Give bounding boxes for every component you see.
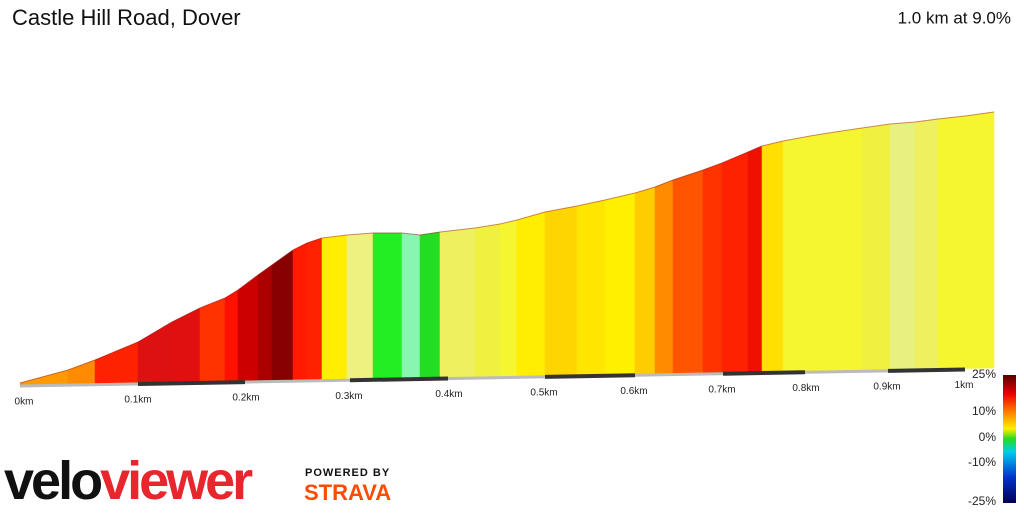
legend-label: -25% <box>968 494 996 508</box>
elevation-profile <box>19 111 995 388</box>
distance-label: 0.3km <box>335 391 362 402</box>
profile-segment <box>782 135 811 372</box>
profile-segment <box>634 186 656 375</box>
profile-segment <box>224 289 239 382</box>
logo-velo: velo <box>4 451 101 511</box>
gradient-scale <box>1003 375 1016 503</box>
distance-label: 0.7km <box>708 384 735 395</box>
profile-segment <box>761 140 784 373</box>
profile-segment <box>964 111 995 369</box>
distance-label: 0.2km <box>232 393 259 404</box>
profile-segment <box>702 162 723 374</box>
road-section <box>349 376 449 383</box>
profile-segment <box>937 115 966 370</box>
distance-label: 0.6km <box>620 386 647 397</box>
road-section <box>137 380 246 386</box>
profile-segment <box>516 211 546 377</box>
profile-segment <box>257 264 273 382</box>
profile-segment <box>171 307 201 383</box>
profile-segment <box>861 123 891 371</box>
distance-axis: 0km 0.1km 0.2km 0.3km 0.4km 0.5km 0.6km 0.7km 0.… <box>15 380 974 407</box>
profile-segment <box>94 341 139 384</box>
profile-segment <box>672 169 704 374</box>
logo: veloviewer POWERED BY STRAVA <box>4 451 391 511</box>
profile-segment <box>721 151 749 374</box>
legend-label: -10% <box>968 455 996 469</box>
profile-segment <box>137 321 173 384</box>
distance-label: 0.9km <box>873 382 900 393</box>
distance-label: 0.8km <box>792 383 819 394</box>
profile-segment <box>439 227 476 378</box>
profile-segment <box>67 359 96 385</box>
strava: STRAVA <box>304 480 391 505</box>
profile-segment <box>237 274 259 382</box>
distance-label: 0km <box>15 397 34 408</box>
profile-segment <box>604 192 636 376</box>
profile-segment <box>271 249 294 381</box>
profile-segment <box>834 127 863 372</box>
profile-segment <box>321 234 348 380</box>
profile-segment <box>809 131 836 372</box>
profile-segment <box>346 232 374 380</box>
profile-segment <box>889 121 916 371</box>
profile-segment <box>306 237 323 381</box>
distance-label: 1km <box>955 380 974 391</box>
profile-segment <box>499 219 518 377</box>
distance-label: 0.1km <box>124 395 151 406</box>
profile-segment <box>576 199 606 376</box>
profile-segment <box>654 179 674 375</box>
gradient-legend: 25% 10% 0% -10% -25% <box>968 367 996 508</box>
profile-segment <box>401 232 421 379</box>
profile-segment <box>544 205 578 377</box>
road-section <box>544 373 636 379</box>
profile-segment <box>419 231 441 379</box>
logo-viewer: viewer <box>100 451 253 511</box>
road-section <box>887 367 966 373</box>
distance-label: 0.4km <box>435 389 462 400</box>
profile-segment <box>292 242 308 381</box>
powered-by: POWERED BY <box>305 467 390 479</box>
legend-label: 10% <box>972 404 996 418</box>
profile-segment <box>474 223 501 378</box>
profile-segment <box>747 145 763 373</box>
legend-label: 0% <box>979 430 997 444</box>
profile-segment <box>372 232 403 380</box>
road-section <box>722 370 806 376</box>
distance-label: 0.5km <box>530 387 557 398</box>
title: Castle Hill Road, Dover <box>12 5 241 30</box>
summary: 1.0 km at 9.0% <box>898 8 1011 27</box>
profile-segment <box>199 297 226 383</box>
profile-outline <box>19 111 995 384</box>
logo-text: veloviewer <box>4 451 253 511</box>
legend-label: 25% <box>972 367 996 381</box>
profile-segment <box>914 118 939 370</box>
